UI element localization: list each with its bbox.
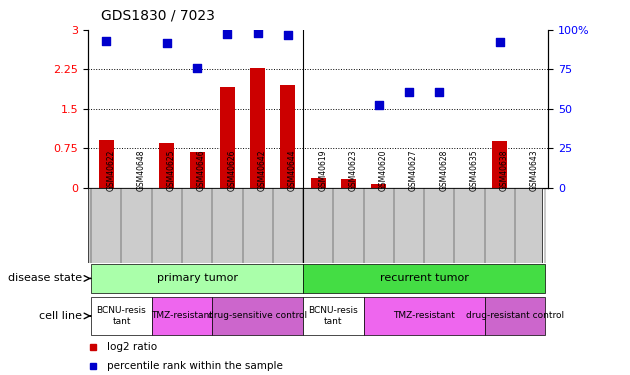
- Bar: [212, 297, 303, 335]
- Text: GDS1830 / 7023: GDS1830 / 7023: [101, 9, 215, 22]
- Bar: [364, 297, 484, 335]
- Bar: [220, 87, 235, 188]
- Text: drug-sensitive control: drug-sensitive control: [208, 311, 307, 320]
- Text: TMZ-resistant: TMZ-resistant: [151, 311, 213, 320]
- Point: [192, 65, 202, 71]
- Bar: [159, 143, 175, 188]
- Bar: [91, 297, 152, 335]
- Bar: [303, 264, 545, 293]
- Point: [374, 102, 384, 108]
- Bar: [280, 85, 295, 188]
- Bar: [371, 184, 386, 188]
- Text: GSM40622: GSM40622: [106, 150, 115, 191]
- Point: [495, 39, 505, 45]
- Bar: [492, 141, 507, 188]
- Text: GSM40646: GSM40646: [197, 150, 206, 191]
- Text: GSM40642: GSM40642: [258, 150, 266, 191]
- Text: GSM40626: GSM40626: [227, 150, 236, 191]
- Text: GSM40635: GSM40635: [469, 150, 478, 191]
- Text: GSM40627: GSM40627: [409, 150, 418, 191]
- Text: GSM40625: GSM40625: [167, 150, 176, 191]
- Point: [253, 30, 263, 36]
- Bar: [341, 178, 356, 188]
- Text: drug-resistant control: drug-resistant control: [466, 311, 564, 320]
- Text: GSM40644: GSM40644: [288, 150, 297, 191]
- Bar: [99, 140, 114, 188]
- Text: GSM40648: GSM40648: [137, 150, 146, 191]
- Text: primary tumor: primary tumor: [157, 273, 238, 284]
- Point: [404, 89, 414, 95]
- Bar: [190, 152, 205, 188]
- Bar: [91, 264, 303, 293]
- Text: GSM40620: GSM40620: [379, 150, 387, 191]
- Point: [283, 32, 293, 38]
- Bar: [250, 68, 265, 188]
- Bar: [152, 297, 212, 335]
- Point: [162, 40, 172, 46]
- Bar: [311, 178, 326, 188]
- Text: log2 ratio: log2 ratio: [106, 342, 157, 352]
- Text: GSM40619: GSM40619: [318, 150, 327, 191]
- Text: recurrent tumor: recurrent tumor: [380, 273, 469, 284]
- Bar: [484, 297, 545, 335]
- Point: [222, 31, 232, 37]
- Text: percentile rank within the sample: percentile rank within the sample: [106, 361, 282, 370]
- Text: GSM40628: GSM40628: [439, 150, 448, 191]
- Text: BCNU-resis
tant: BCNU-resis tant: [96, 306, 146, 326]
- Text: GSM40638: GSM40638: [500, 150, 508, 191]
- Text: BCNU-resis
tant: BCNU-resis tant: [309, 306, 358, 326]
- Text: disease state: disease state: [8, 273, 82, 284]
- Point: [101, 38, 112, 44]
- Text: cell line: cell line: [39, 311, 82, 321]
- Text: GSM40623: GSM40623: [348, 150, 357, 191]
- Bar: [303, 297, 364, 335]
- Text: GSM40643: GSM40643: [530, 150, 539, 191]
- Point: [434, 89, 444, 95]
- Text: TMZ-resistant: TMZ-resistant: [393, 311, 455, 320]
